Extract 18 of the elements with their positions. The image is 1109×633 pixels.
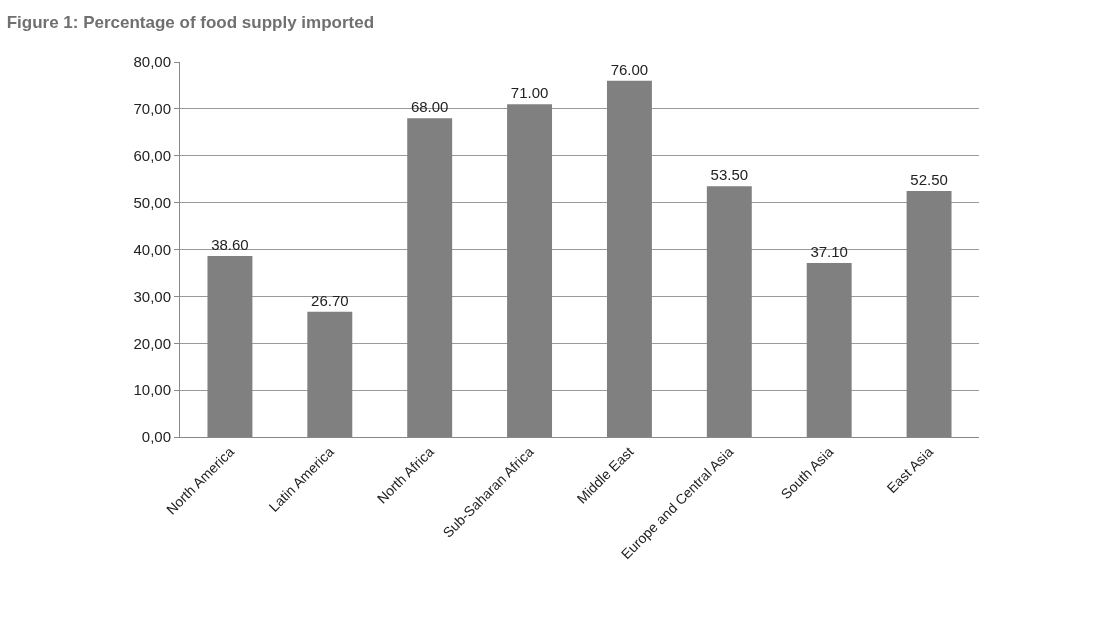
data-label: 71.00 — [510, 84, 549, 102]
data-label: 53.50 — [710, 166, 749, 184]
data-label: 52.50 — [910, 170, 948, 188]
y-tick-label: 20,00 — [133, 334, 171, 352]
data-label: 26.70 — [311, 291, 349, 309]
data-label: 76.00 — [610, 60, 649, 78]
y-tick-label: 40,00 — [133, 240, 171, 258]
data-label: 68.00 — [410, 98, 449, 116]
data-label: 38.60 — [211, 236, 249, 254]
y-tick-label: 70,00 — [133, 100, 171, 118]
y-tick-label: 80,00 — [133, 53, 171, 71]
y-tick-label: 50,00 — [133, 193, 171, 211]
y-tick-label: 60,00 — [133, 147, 171, 164]
y-tick-label: 30,00 — [133, 287, 171, 305]
y-tick-label: 0,00 — [141, 428, 171, 446]
chart-title: Figure 1: Percentage of food supply imported — [6, 12, 375, 32]
y-tick-label: 10,00 — [133, 381, 171, 399]
data-label: 37.10 — [810, 243, 848, 261]
